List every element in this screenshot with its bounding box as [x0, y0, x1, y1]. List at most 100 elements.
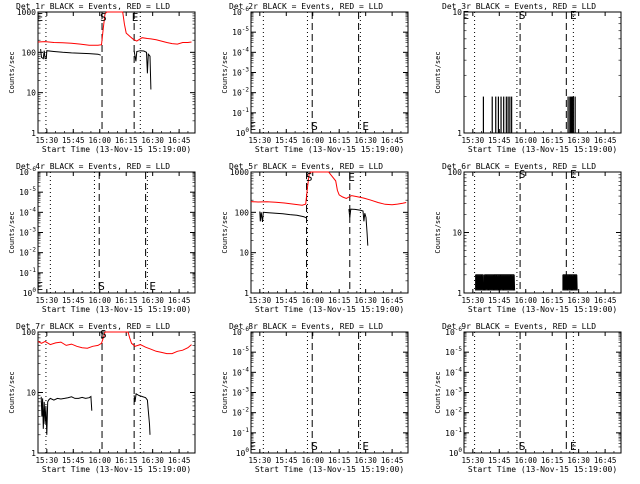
flare-start-marker: S — [98, 280, 105, 293]
y-axis-label: Counts/sec — [8, 211, 16, 253]
flare-start-marker: S — [519, 9, 526, 22]
x-tick-label: 16:00 — [88, 456, 111, 465]
x-tick-label: 15:30 — [249, 296, 272, 305]
y-tick-label: 10 — [239, 249, 249, 258]
flare-end-marker: E — [249, 440, 256, 453]
panel-det4r: Det 4r BLACK = Events, RED = LLD Counts/s… — [8, 162, 196, 314]
y-tick-label: 10-1 — [232, 427, 249, 438]
y-axis-label: Counts/sec — [434, 51, 442, 93]
y-tick-label: 10-3 — [445, 387, 462, 398]
panel-det8r: Det 8r BLACK = Events, RED = LLD Counts/s… — [221, 322, 409, 474]
x-tick-label: 16:30 — [141, 136, 164, 145]
count-band — [483, 274, 495, 291]
x-tick-label: 15:45 — [62, 136, 85, 145]
panel-title: Det 3r BLACK = Events, RED = LLD — [442, 2, 596, 11]
panel-det2r: Det 2r BLACK = Events, RED = LLD Counts/s… — [221, 2, 409, 154]
panel-title: Det 7r BLACK = Events, RED = LLD — [16, 322, 170, 331]
series-line — [250, 171, 407, 206]
panel-det6r: Det 6r BLACK = Events, RED = LLD Counts/s… — [434, 162, 622, 314]
flare-end-marker: E — [36, 280, 43, 293]
series-line — [133, 392, 151, 435]
x-axis-label: Start Time (13-Nov-15 15:19:00) — [468, 145, 617, 154]
y-tick-label: 10-6 — [19, 166, 36, 177]
x-tick-label: 16:15 — [541, 296, 564, 305]
x-tick-label: 16:15 — [115, 136, 138, 145]
y-axis-label: Counts/sec — [434, 211, 442, 253]
flare-end-marker: E — [348, 171, 355, 184]
x-tick-label: 15:45 — [62, 456, 85, 465]
y-tick-label: 1 — [244, 289, 249, 298]
panel-title: Det 8r BLACK = Events, RED = LLD — [229, 322, 383, 331]
panel-det3r: Det 3r BLACK = Events, RED = LLD Counts/s… — [434, 2, 622, 154]
x-tick-label: 16:00 — [88, 296, 111, 305]
panel-det1r: Det 1r BLACK = Events, RED = LLD Counts/s… — [8, 2, 196, 154]
count-band — [475, 274, 485, 291]
x-tick-label: 15:45 — [275, 296, 298, 305]
flare-end-marker: E — [570, 168, 577, 181]
flare-end-marker: E — [36, 11, 43, 24]
x-axis-label: Start Time (13-Nov-15 15:19:00) — [468, 305, 617, 314]
x-tick-label: 16:00 — [301, 456, 324, 465]
x-tick-label: 16:00 — [514, 296, 537, 305]
plot-frame — [37, 171, 196, 294]
x-tick-label: 15:30 — [249, 456, 272, 465]
x-tick-label: 16:15 — [328, 296, 351, 305]
x-axis-label: Start Time (13-Nov-15 15:19:00) — [255, 145, 404, 154]
x-tick-label: 16:30 — [567, 296, 590, 305]
x-tick-label: 16:00 — [514, 456, 537, 465]
flare-start-marker: S — [311, 120, 318, 133]
x-tick-label: 16:00 — [514, 136, 537, 145]
x-tick-label: 15:30 — [462, 136, 485, 145]
x-tick-label: 16:30 — [141, 296, 164, 305]
y-tick-label: 10-5 — [232, 346, 249, 357]
y-tick-label: 1 — [457, 129, 462, 138]
x-tick-label: 15:45 — [488, 456, 511, 465]
flare-end-marker: E — [462, 9, 469, 22]
x-tick-label: 16:15 — [115, 456, 138, 465]
y-tick-label: 10-1 — [445, 427, 462, 438]
x-tick-label: 15:45 — [275, 136, 298, 145]
plot-frame — [463, 11, 622, 134]
y-tick-label: 100 — [235, 208, 250, 217]
y-tick-label: 10-5 — [19, 186, 36, 197]
series-line — [40, 49, 101, 60]
x-tick-label: 16:15 — [541, 136, 564, 145]
count-band — [562, 274, 573, 291]
x-tick-label: 16:30 — [354, 456, 377, 465]
y-tick-label: 1 — [457, 289, 462, 298]
x-tick-label: 16:45 — [594, 136, 617, 145]
flare-end-marker: E — [132, 11, 139, 24]
x-tick-label: 16:30 — [567, 456, 590, 465]
panel-det9r: Det 9r BLACK = Events, RED = LLD Counts/s… — [434, 322, 622, 474]
panel-title: Det 4r BLACK = Events, RED = LLD — [16, 162, 170, 171]
y-tick-label: 10-5 — [232, 26, 249, 37]
y-tick-label: 1000 — [230, 168, 249, 177]
y-tick-label: 1000 — [17, 8, 36, 17]
y-axis-label: Counts/sec — [434, 371, 442, 413]
count-band — [571, 274, 578, 291]
y-tick-label: 10 — [26, 89, 36, 98]
x-tick-label: 16:45 — [168, 136, 191, 145]
panel-title: Det 5r BLACK = Events, RED = LLD — [229, 162, 383, 171]
y-tick-label: 100 — [449, 447, 463, 458]
y-tick-label: 10-6 — [445, 326, 462, 337]
y-axis-label: Counts/sec — [8, 51, 16, 93]
x-axis-label: Start Time (13-Nov-15 15:19:00) — [255, 465, 404, 474]
x-tick-label: 16:15 — [328, 136, 351, 145]
y-tick-label: 10-5 — [445, 346, 462, 357]
x-tick-label: 16:30 — [567, 136, 590, 145]
x-tick-label: 16:45 — [594, 456, 617, 465]
flare-start-marker: S — [519, 168, 526, 181]
y-tick-label: 100 — [448, 168, 463, 177]
series-line — [37, 11, 192, 46]
y-tick-label: 10-1 — [19, 267, 36, 278]
y-axis-label: Counts/sec — [8, 371, 16, 413]
y-tick-label: 10-2 — [232, 87, 249, 98]
y-tick-label: 10-1 — [232, 107, 249, 118]
plot-frame — [37, 331, 196, 454]
x-tick-label: 16:45 — [381, 296, 404, 305]
y-tick-label: 10 — [26, 389, 36, 398]
flare-end-marker: E — [362, 440, 369, 453]
